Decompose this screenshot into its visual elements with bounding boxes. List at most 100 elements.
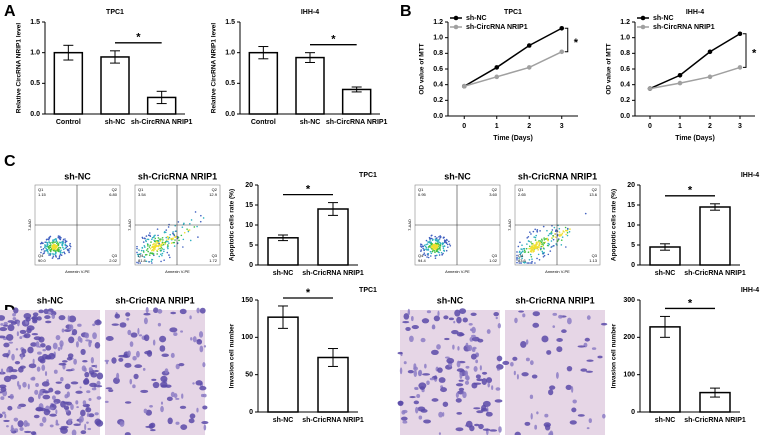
flow-dot bbox=[156, 253, 158, 255]
cell bbox=[203, 424, 207, 431]
cell bbox=[549, 385, 556, 390]
flow-dot bbox=[157, 237, 160, 239]
cell bbox=[512, 356, 518, 361]
cell bbox=[410, 316, 414, 322]
flow-dot bbox=[154, 245, 156, 248]
flow-dot bbox=[541, 245, 544, 248]
flow-dot bbox=[142, 249, 145, 252]
flow-dot bbox=[421, 245, 424, 247]
cell bbox=[442, 401, 449, 407]
flow-dot bbox=[443, 241, 446, 243]
y-tick-label: 0.2 bbox=[433, 97, 443, 104]
cell bbox=[597, 355, 603, 359]
cell bbox=[68, 324, 74, 331]
quadrant-name: Q4 bbox=[138, 253, 144, 258]
cell bbox=[448, 317, 454, 321]
cell bbox=[479, 365, 482, 371]
flow-dot bbox=[69, 242, 71, 245]
cell bbox=[414, 388, 419, 391]
quadrant-name: Q2 bbox=[112, 187, 118, 192]
flow-dot bbox=[420, 249, 423, 251]
cell bbox=[80, 348, 86, 355]
cell bbox=[495, 316, 498, 320]
flow-dot bbox=[535, 247, 538, 250]
cell bbox=[2, 324, 9, 327]
y-tick-label: 1.2 bbox=[433, 19, 443, 26]
cell bbox=[565, 384, 572, 390]
flow-dot bbox=[540, 241, 543, 244]
flow-dot bbox=[143, 251, 145, 253]
cell bbox=[36, 316, 42, 321]
flow-dot bbox=[59, 250, 62, 253]
y-tick-label: 150 bbox=[241, 297, 253, 304]
flow-dot bbox=[48, 237, 51, 240]
flow-dot bbox=[439, 242, 442, 244]
flow-dot bbox=[49, 252, 52, 255]
cell bbox=[42, 394, 51, 400]
flow-dot bbox=[151, 262, 153, 264]
quadrant-name: Q1 bbox=[38, 187, 44, 192]
cell bbox=[114, 313, 121, 319]
flow-dot bbox=[558, 227, 561, 230]
cell bbox=[87, 427, 92, 431]
flow-dot bbox=[543, 238, 546, 241]
flow-dot bbox=[64, 244, 67, 247]
cell bbox=[9, 374, 18, 380]
cell bbox=[454, 309, 461, 317]
flow-dot bbox=[167, 236, 170, 239]
flow-dot bbox=[49, 235, 52, 238]
panel-label: C bbox=[4, 153, 16, 170]
flow-dot bbox=[440, 251, 443, 254]
cell bbox=[444, 356, 450, 359]
cell bbox=[32, 319, 38, 324]
flow-dot bbox=[427, 249, 430, 251]
flow-dot bbox=[519, 241, 521, 244]
cell bbox=[84, 332, 90, 339]
flow-dot bbox=[438, 238, 441, 240]
flow-dot bbox=[558, 234, 560, 236]
cell bbox=[0, 396, 5, 400]
cell bbox=[481, 378, 488, 385]
x-tick-label: sh-CricRNA NRIP1 bbox=[684, 417, 746, 424]
flow-dot bbox=[446, 243, 449, 246]
flow-dot bbox=[530, 233, 532, 235]
y-tick-label: 5 bbox=[631, 242, 635, 249]
flow-dot bbox=[436, 242, 439, 245]
cell bbox=[486, 329, 491, 334]
y-tick-label: 0.0 bbox=[225, 111, 235, 118]
flow-dot bbox=[54, 253, 57, 255]
flow-dot bbox=[55, 248, 58, 251]
x-tick-label: 1 bbox=[495, 123, 499, 130]
flow-dot bbox=[443, 245, 446, 247]
flow-dot bbox=[178, 239, 180, 242]
cell bbox=[55, 334, 61, 341]
cell bbox=[473, 366, 478, 372]
flow-dot bbox=[161, 252, 164, 255]
flow-dot bbox=[163, 231, 166, 233]
flow-dot bbox=[527, 240, 530, 242]
flow-dot bbox=[167, 238, 170, 241]
y-tick-label: 0.4 bbox=[620, 82, 630, 89]
cell bbox=[190, 337, 193, 341]
flow-dot bbox=[548, 243, 551, 246]
flow-dot bbox=[422, 247, 424, 250]
flow-dot bbox=[436, 254, 438, 257]
x-tick-label: sh-NC bbox=[105, 119, 126, 126]
cell bbox=[22, 381, 27, 388]
flow-dot bbox=[149, 247, 152, 250]
data-point bbox=[461, 83, 467, 89]
cell bbox=[8, 341, 14, 344]
flow-dot bbox=[522, 247, 525, 250]
quadrant-name: Q3 bbox=[212, 253, 218, 258]
flow-dot bbox=[167, 247, 169, 250]
flow-x-label: Annexin V-PE bbox=[65, 269, 90, 274]
cell bbox=[63, 405, 70, 410]
flow-dot bbox=[429, 245, 431, 247]
cell bbox=[532, 311, 540, 317]
cell bbox=[160, 401, 164, 405]
error-bar bbox=[710, 387, 720, 398]
cell bbox=[30, 342, 38, 347]
significance-mark: * bbox=[688, 185, 693, 197]
cell bbox=[444, 337, 450, 341]
flow-dot bbox=[550, 231, 553, 233]
